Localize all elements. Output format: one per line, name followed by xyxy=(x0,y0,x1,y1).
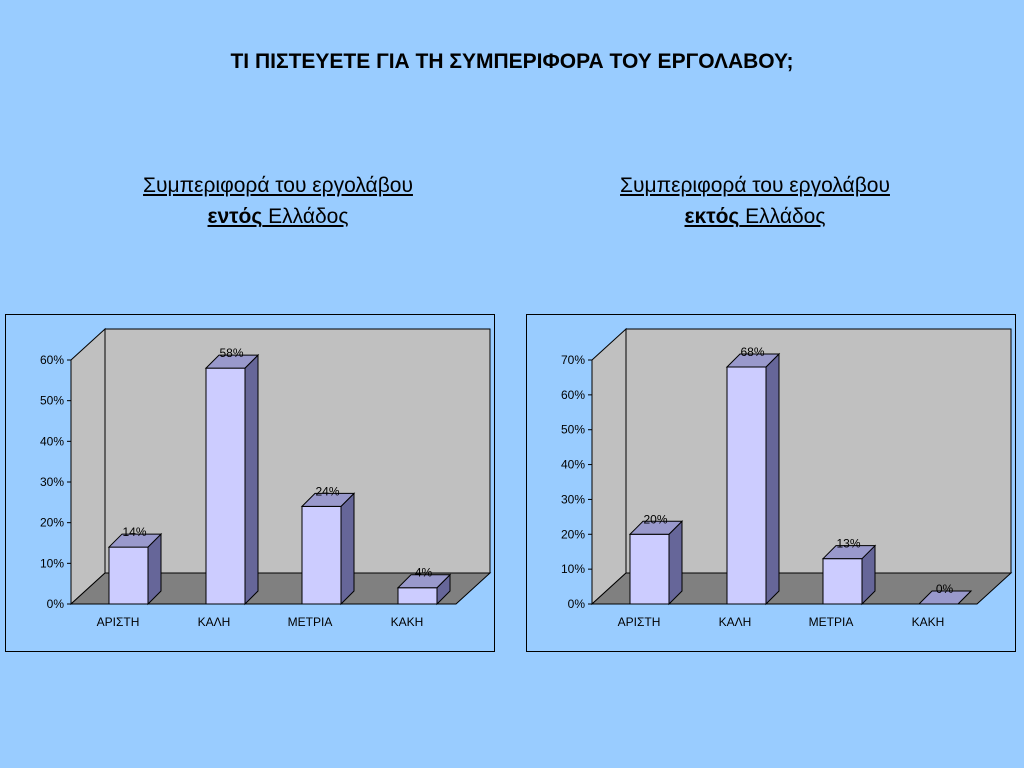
bar-side xyxy=(765,352,780,606)
data-label: 24% xyxy=(315,484,339,498)
subtitle-rest: Ελλάδος xyxy=(739,205,826,228)
y-tick-label: 0% xyxy=(47,597,65,611)
slide-title: ΤΙ ΠΙΣΤΕΥΕΤΕ ΓΙΑ ΤΗ ΣΥΜΠΕΡΙΦΟΡΑ ΤΟΥ ΕΡΓΟ… xyxy=(230,50,794,73)
chart-frame-inside: 0% 10% 20% 30% 40% 50% 60% 14% ΑΡΙΣΤΗ 58% ΚΑΛΗ 24% Μ… xyxy=(5,314,495,652)
data-label: 14% xyxy=(122,525,146,539)
x-tick-label: ΚΑΛΗ xyxy=(719,615,752,629)
bar xyxy=(205,367,246,605)
bar-side xyxy=(668,520,683,606)
bar xyxy=(301,505,342,605)
bar-top xyxy=(628,520,684,535)
x-tick-label: ΚΑΚΗ xyxy=(912,615,945,629)
bar-top xyxy=(821,545,877,560)
bar xyxy=(629,533,670,605)
data-label: 0% xyxy=(936,582,954,596)
chart-subtitle-inside: Συμπεριφορά του εργολάβου εντός Ελλάδος xyxy=(68,170,488,232)
subtitle-bold-word: εκτός xyxy=(684,205,740,228)
bar-side xyxy=(244,353,259,606)
y-tick-label: 60% xyxy=(40,353,64,367)
subtitle-bold-word: εντός xyxy=(207,205,263,228)
chart-side-wall xyxy=(591,327,627,606)
bar-chart-outside: 0% 10% 20% 30% 40% 50% 60% 70% 20% ΑΡΙΣΤΗ 68% ΚΑΛΗ 1… xyxy=(561,327,1013,629)
bar-top xyxy=(204,354,260,369)
x-tick-label: ΑΡΙΣΤΗ xyxy=(97,615,140,629)
y-tick-label: 30% xyxy=(40,475,64,489)
y-tick-label: 0% xyxy=(568,597,586,611)
x-tick-label: ΜΕΤΡΙΑ xyxy=(288,615,333,629)
y-tick-label: 30% xyxy=(561,492,585,506)
chart-back-wall xyxy=(104,328,491,574)
bar xyxy=(397,587,438,605)
bar-chart-inside: 0% 10% 20% 30% 40% 50% 60% 14% ΑΡΙΣΤΗ 58% ΚΑΛΗ 24% Μ… xyxy=(40,327,492,629)
y-tick-label: 20% xyxy=(40,516,64,530)
bar xyxy=(726,366,767,605)
chart-side-wall xyxy=(70,327,106,606)
data-label: 20% xyxy=(643,512,667,526)
x-tick-label: ΑΡΙΣΤΗ xyxy=(618,615,661,629)
bar xyxy=(822,558,863,605)
bar-top xyxy=(396,574,452,589)
y-tick-label: 20% xyxy=(561,527,585,541)
subtitle-rest: Ελλάδος xyxy=(262,205,349,228)
y-tick-label: 40% xyxy=(561,458,585,472)
x-tick-label: ΚΑΚΗ xyxy=(391,615,424,629)
data-label: 13% xyxy=(836,537,860,551)
y-tick-label: 10% xyxy=(561,562,585,576)
y-tick-label: 70% xyxy=(561,353,585,367)
data-label: 4% xyxy=(415,566,433,580)
y-tick-label: 40% xyxy=(40,434,64,448)
y-tick-label: 50% xyxy=(40,394,64,408)
chart-back-wall xyxy=(625,328,1012,574)
subtitle-line1: Συμπεριφορά του εργολάβου xyxy=(143,174,413,197)
x-tick-label: ΚΑΛΗ xyxy=(198,615,231,629)
bar-top xyxy=(300,492,356,507)
bar-top xyxy=(107,533,163,548)
chart-frame-outside: 0% 10% 20% 30% 40% 50% 60% 70% 20% ΑΡΙΣΤΗ 68% ΚΑΛΗ 1… xyxy=(526,314,1016,652)
data-label: 58% xyxy=(219,346,243,360)
chart-subtitle-outside: Συμπεριφορά του εργολάβου εκτός Ελλάδος xyxy=(545,170,965,232)
bar-top xyxy=(725,353,781,368)
y-tick-label: 60% xyxy=(561,388,585,402)
bar-side xyxy=(340,492,355,606)
y-tick-label: 10% xyxy=(40,556,64,570)
bar xyxy=(108,546,149,605)
y-tick-label: 50% xyxy=(561,423,585,437)
x-tick-label: ΜΕΤΡΙΑ xyxy=(809,615,854,629)
subtitle-line1: Συμπεριφορά του εργολάβου xyxy=(620,174,890,197)
data-label: 68% xyxy=(740,345,764,359)
bar-top xyxy=(917,590,973,605)
